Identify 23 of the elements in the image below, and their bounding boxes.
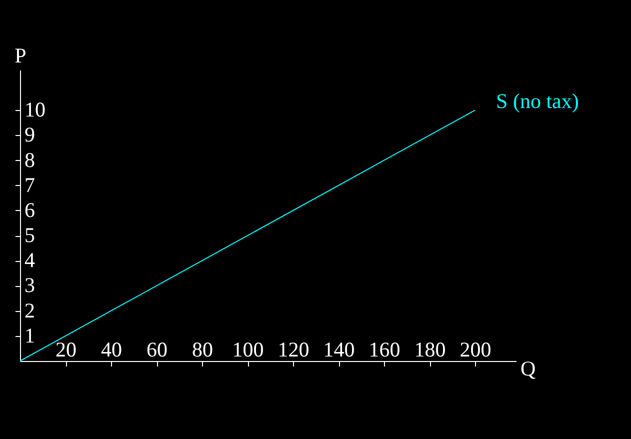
y-tick-label: 3 xyxy=(24,273,35,298)
y-tick-label: 2 xyxy=(24,298,35,322)
y-tick-label: 10 xyxy=(24,98,46,122)
x-tick-label: 40 xyxy=(101,338,122,362)
x-tick-label: 80 xyxy=(192,338,214,362)
y-tick-label: 1 xyxy=(24,323,35,348)
y-tick-label: 5 xyxy=(24,223,35,248)
series-label: S (no tax) xyxy=(496,89,579,114)
x-tick-label: 100 xyxy=(232,338,264,362)
y-tick-label: 6 xyxy=(24,198,35,222)
y-tick-label: 4 xyxy=(24,248,36,272)
x-tick-label: 120 xyxy=(278,338,310,362)
x-tick-label: 140 xyxy=(323,338,355,362)
x-tick-label: 180 xyxy=(414,338,446,362)
y-tick-label: 7 xyxy=(24,172,35,197)
x-tick-label: 200 xyxy=(460,338,492,362)
y-tick-label: 8 xyxy=(24,148,35,172)
x-tick-label: 60 xyxy=(146,338,168,362)
x-tick-label: 160 xyxy=(368,338,400,362)
x-axis-title: Q xyxy=(520,356,536,380)
y-tick-label: 9 xyxy=(24,122,35,147)
y-axis-title: P xyxy=(14,44,26,68)
x-tick-label: 20 xyxy=(56,338,77,362)
